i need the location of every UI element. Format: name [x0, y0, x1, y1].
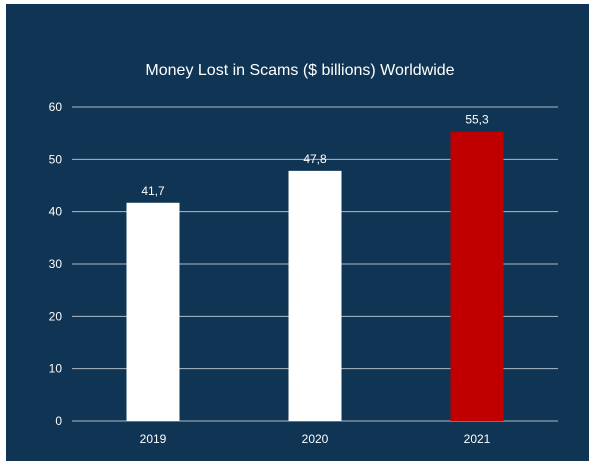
- y-tick-label: 20: [49, 309, 63, 323]
- data-label-2019: 41,7: [141, 184, 165, 198]
- x-axis-ticks: 2019 2020 2021: [140, 432, 491, 446]
- bar-2019: [126, 202, 180, 421]
- chart-title: Money Lost in Scams ($ billions) Worldwi…: [145, 62, 454, 79]
- y-tick-label: 10: [49, 362, 63, 376]
- data-label-2021: 55,3: [465, 113, 489, 127]
- x-tick-label-2019: 2019: [140, 432, 167, 446]
- bar-2021: [450, 131, 504, 421]
- y-tick-label: 40: [49, 205, 63, 219]
- data-label-2020: 47,8: [303, 152, 327, 166]
- y-tick-label: 30: [49, 257, 63, 271]
- x-tick-label-2020: 2020: [302, 432, 329, 446]
- data-labels: 41,7 47,8 55,3: [141, 113, 489, 198]
- y-axis-ticks: 0 10 20 30 40 50 60: [49, 100, 63, 428]
- y-tick-label: 60: [49, 100, 63, 114]
- y-tick-label: 50: [49, 152, 63, 166]
- x-tick-label-2021: 2021: [464, 432, 491, 446]
- bars: [126, 131, 504, 421]
- bar-2020: [288, 170, 342, 421]
- y-tick-label: 0: [55, 414, 62, 428]
